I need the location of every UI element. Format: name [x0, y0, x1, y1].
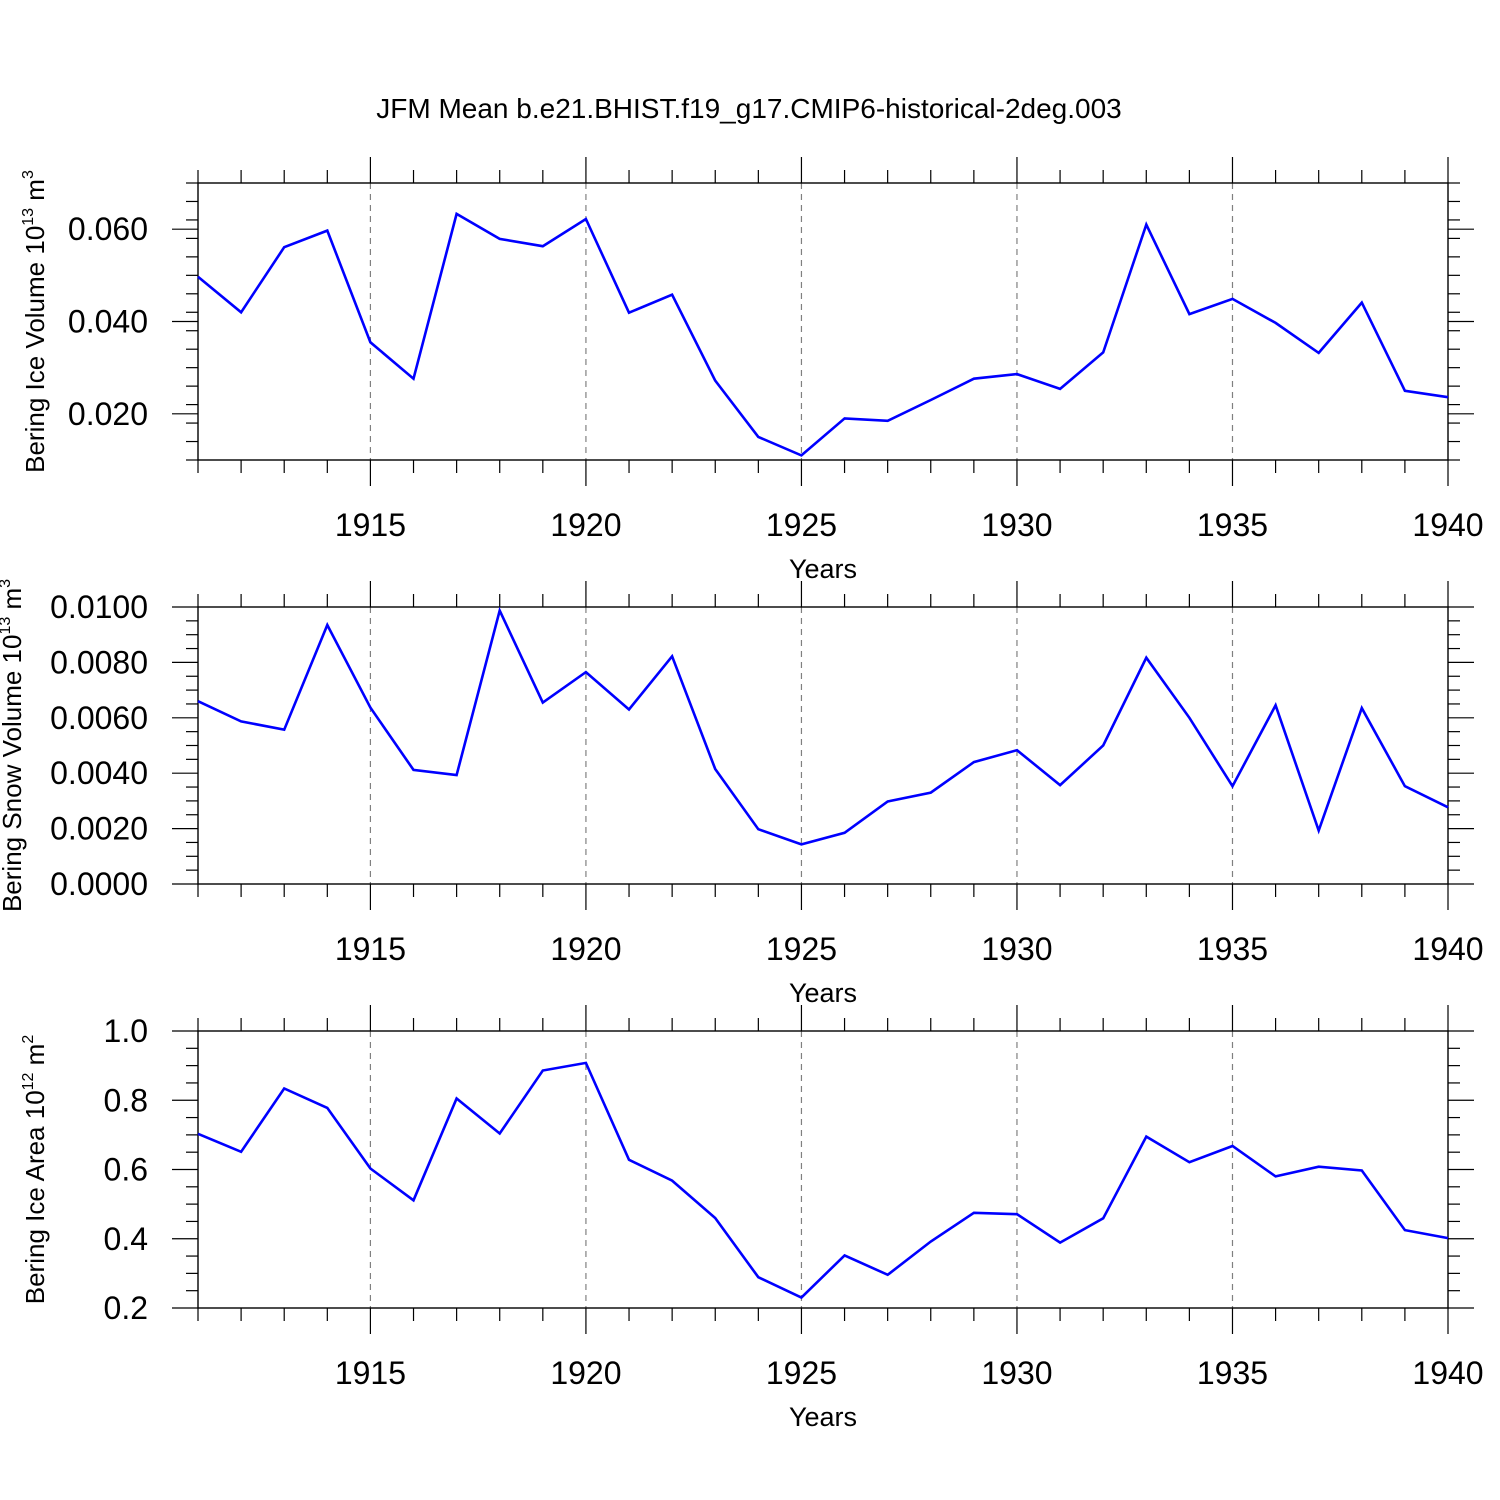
y-tick-label: 0.8 — [104, 1082, 148, 1118]
y-tick-label: 0.040 — [68, 304, 148, 340]
x-tick-label: 1920 — [550, 1355, 621, 1391]
snow-volume-panel: 0.0000 0.0020 0.0040 0.0060 0.0080 0.0100 1915… — [0, 579, 1484, 1008]
ice-volume-panel: 0.020 0.040 0.060 1915 1920 1925 1930 1935 1940 Y… — [20, 157, 1484, 584]
x-tick-label: 1915 — [335, 931, 406, 967]
x-tick-label: 1930 — [981, 507, 1052, 543]
x-tick-label: 1925 — [766, 1355, 837, 1391]
series-line — [197, 211, 1449, 457]
x-tick-label: 1925 — [766, 931, 837, 967]
x-tick-label: 1930 — [981, 931, 1052, 967]
y-tick-label: 0.0000 — [50, 866, 148, 902]
series-line — [197, 1061, 1449, 1300]
y-tick-label: 0.0100 — [50, 589, 148, 625]
x-tick-label: 1915 — [335, 1355, 406, 1391]
y-tick-label: 0.6 — [104, 1152, 148, 1188]
x-tick-label: 1915 — [335, 507, 406, 543]
x-tick-label: 1925 — [766, 507, 837, 543]
x-tick-label: 1940 — [1412, 507, 1483, 543]
y-axis-label: Bering Snow Volume 1013 m3 — [0, 579, 27, 912]
x-tick-label: 1930 — [981, 1355, 1052, 1391]
x-axis-label: Years — [789, 978, 857, 1008]
x-axis-label: Years — [789, 554, 857, 584]
y-tick-label: 0.0060 — [50, 700, 148, 736]
y-tick-label: 0.0040 — [50, 755, 148, 791]
x-tick-label: 1920 — [550, 507, 621, 543]
x-tick-label: 1940 — [1412, 931, 1483, 967]
y-tick-label: 0.0080 — [50, 644, 148, 680]
x-tick-label: 1935 — [1197, 931, 1268, 967]
y-tick-label: 1.0 — [104, 1013, 148, 1049]
series-line — [197, 606, 1449, 846]
y-tick-label: 0.4 — [104, 1221, 148, 1257]
x-axis-label: Years — [789, 1402, 857, 1432]
x-tick-label: 1940 — [1412, 1355, 1483, 1391]
y-tick-label: 0.2 — [104, 1290, 148, 1326]
y-tick-label: 0.060 — [68, 211, 148, 247]
x-tick-label: 1935 — [1197, 507, 1268, 543]
y-axis-label: Bering Ice Volume 1013 m3 — [20, 170, 50, 473]
figure-title: JFM Mean b.e21.BHIST.f19_g17.CMIP6-histo… — [376, 93, 1122, 124]
ice-area-panel: 0.2 0.4 0.6 0.8 1.0 1915 1920 1925 1930 1935 1940 Y… — [20, 1005, 1484, 1432]
x-tick-label: 1935 — [1197, 1355, 1268, 1391]
y-tick-label: 0.0020 — [50, 811, 148, 847]
y-tick-label: 0.020 — [68, 396, 148, 432]
y-axis-label: Bering Ice Area 1012 m2 — [20, 1035, 50, 1305]
x-tick-label: 1920 — [550, 931, 621, 967]
